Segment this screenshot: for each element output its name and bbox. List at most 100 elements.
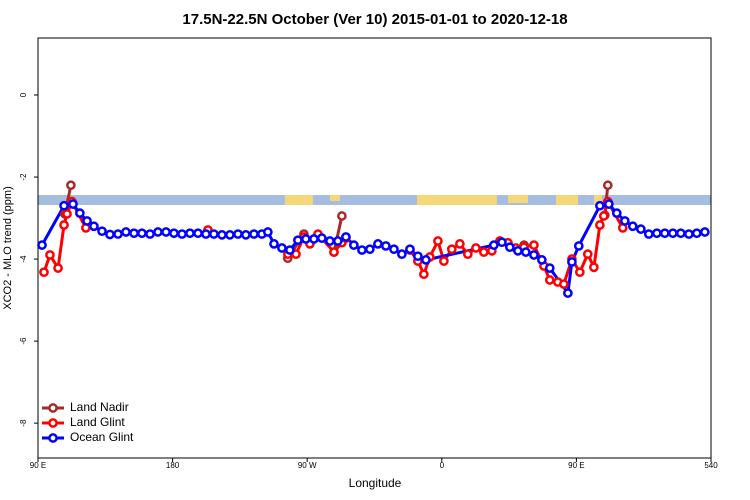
point — [145, 229, 155, 239]
legend-marker — [48, 418, 58, 428]
x-tick-label: 90 W — [298, 461, 317, 470]
point — [544, 275, 555, 285]
point — [659, 228, 670, 239]
point — [405, 244, 415, 255]
y-tick-label: -4 — [19, 255, 28, 263]
point — [249, 229, 259, 239]
point — [602, 180, 613, 191]
point — [161, 227, 171, 237]
point — [595, 220, 605, 230]
point — [446, 244, 457, 255]
point — [177, 229, 187, 239]
point — [558, 279, 569, 289]
y-axis-label: XCO2 - MLO trend (ppm) — [2, 186, 14, 309]
point — [89, 221, 99, 232]
point — [185, 228, 195, 239]
point — [389, 244, 399, 255]
x-tick-label: 0 — [440, 461, 445, 470]
point — [397, 249, 407, 260]
point — [373, 239, 383, 249]
point — [317, 233, 327, 244]
point — [325, 236, 335, 246]
point — [341, 232, 351, 242]
point — [129, 228, 139, 239]
point — [598, 211, 609, 221]
point — [37, 240, 47, 250]
point — [381, 241, 391, 251]
point — [691, 228, 702, 239]
point — [497, 237, 507, 248]
point — [39, 267, 49, 278]
point — [105, 229, 115, 240]
point — [478, 247, 489, 257]
point — [439, 256, 449, 266]
point — [365, 244, 375, 255]
point — [217, 230, 227, 240]
point — [62, 209, 72, 219]
point — [333, 236, 343, 246]
point — [59, 200, 69, 211]
x-tick-label: 90 E — [568, 461, 584, 470]
point — [329, 247, 339, 257]
legend-label: Land Nadir — [70, 400, 129, 414]
point — [169, 228, 179, 239]
x-tick-label: 90 E — [30, 461, 46, 470]
point — [636, 224, 646, 234]
point — [193, 228, 203, 239]
point — [652, 228, 662, 239]
point — [349, 240, 359, 250]
point — [537, 255, 547, 265]
point — [82, 216, 92, 226]
point — [544, 263, 555, 273]
point — [574, 267, 585, 278]
point — [620, 216, 630, 226]
x-tick-label: 180 — [166, 461, 180, 470]
point — [421, 255, 431, 265]
point — [357, 245, 367, 255]
point — [263, 227, 273, 237]
y-tick-label: -8 — [19, 419, 28, 427]
point — [700, 227, 710, 237]
legend-marker — [48, 403, 58, 413]
point — [504, 242, 515, 253]
point — [567, 257, 577, 267]
point — [419, 269, 429, 280]
map-strip — [38, 195, 711, 205]
point — [563, 288, 573, 298]
x-tick-label: 540 — [704, 461, 718, 470]
y-tick-label: -2 — [19, 173, 28, 181]
point — [301, 234, 311, 244]
point — [75, 208, 85, 218]
point — [589, 262, 599, 273]
point — [668, 228, 678, 239]
point — [521, 247, 531, 257]
point — [113, 229, 123, 239]
legend-label: Ocean Glint — [70, 430, 134, 444]
point — [643, 229, 654, 239]
point — [121, 227, 131, 237]
point — [684, 229, 694, 239]
point — [201, 229, 211, 239]
point — [604, 199, 614, 209]
point — [309, 234, 319, 244]
point — [293, 235, 303, 246]
point — [269, 239, 279, 249]
y-tick-label: -6 — [19, 337, 28, 345]
plot-frame — [37, 37, 712, 459]
point — [513, 246, 523, 256]
point — [53, 263, 63, 273]
point — [45, 250, 55, 260]
point — [413, 251, 423, 262]
point — [97, 226, 107, 237]
x-axis-label: Longitude — [349, 476, 402, 490]
point — [337, 211, 347, 221]
point — [433, 236, 443, 246]
point — [488, 240, 499, 250]
point — [582, 249, 593, 260]
point — [529, 250, 539, 260]
point — [137, 228, 147, 239]
point — [209, 229, 219, 239]
point — [462, 249, 473, 260]
point — [277, 243, 287, 253]
